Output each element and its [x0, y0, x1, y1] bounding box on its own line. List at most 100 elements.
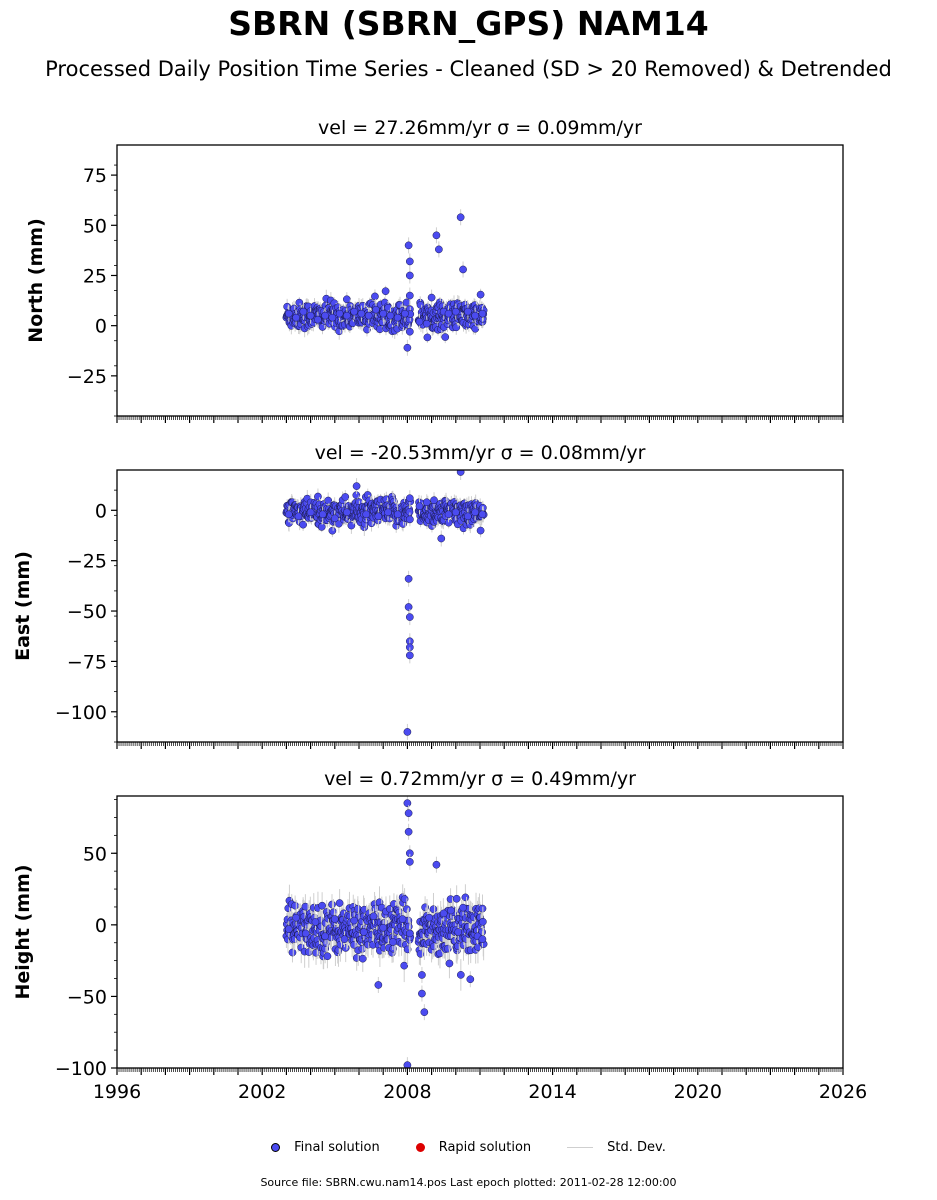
y-tick-label: 0 — [95, 500, 107, 522]
data-point — [418, 971, 426, 979]
panel-3: vel = 0.72mm/yr σ = 0.49mm/yr Height (mm)… — [12, 768, 867, 1103]
y-tick-label: 75 — [83, 165, 107, 187]
legend-item-rapid: Rapid solution — [415, 1140, 531, 1155]
y-tick-label: −50 — [67, 601, 107, 623]
y-tick-label: −100 — [55, 1058, 107, 1080]
data-point — [439, 909, 448, 918]
data-point — [347, 521, 356, 530]
data-point — [291, 901, 299, 910]
data-point — [328, 313, 337, 322]
y-axis-label: North (mm) — [25, 218, 47, 343]
data-point — [374, 512, 383, 521]
plot-area — [282, 470, 488, 740]
data-point — [427, 293, 436, 302]
data-point — [444, 510, 453, 519]
data-point — [340, 935, 349, 944]
data-point — [447, 906, 455, 915]
x-tick-label: 2002 — [238, 1081, 286, 1103]
data-point — [403, 728, 412, 736]
y-tick-label: 0 — [95, 316, 107, 338]
source-note: Source file: SBRN.cwu.nam14.pos Last epo… — [260, 1176, 677, 1189]
data-point — [364, 311, 373, 320]
data-point — [371, 292, 379, 301]
data-point — [405, 651, 414, 660]
panel-title: vel = 27.26mm/yr σ = 0.09mm/yr — [318, 117, 642, 139]
data-point — [299, 307, 308, 316]
data-point — [444, 944, 452, 953]
data-point — [343, 311, 351, 320]
y-tick-label: 0 — [95, 915, 107, 937]
data-point — [288, 948, 297, 957]
data-point — [404, 241, 413, 250]
data-point — [459, 265, 467, 274]
data-point — [437, 534, 446, 543]
data-point — [352, 482, 361, 490]
data-point — [343, 508, 351, 517]
data-point — [400, 961, 409, 970]
data-point — [359, 928, 368, 936]
data-point — [425, 913, 434, 922]
data-point — [314, 315, 322, 324]
data-point — [418, 989, 426, 998]
data-point — [454, 928, 463, 936]
data-point — [284, 925, 293, 933]
data-point — [478, 935, 487, 944]
data-point — [357, 309, 366, 318]
data-point — [405, 271, 414, 280]
x-tick-label: 2014 — [528, 1081, 576, 1103]
panel-2: vel = -20.53mm/yr σ = 0.08mm/yr East (mm)… — [12, 442, 844, 749]
legend-label-final: Final solution — [294, 1139, 380, 1155]
data-point — [350, 307, 359, 316]
data-point — [292, 913, 300, 922]
data-point — [471, 311, 480, 320]
data-point — [471, 324, 480, 333]
data-point — [342, 295, 351, 304]
data-point — [350, 916, 359, 925]
data-point — [341, 944, 350, 952]
data-point — [341, 493, 350, 501]
legend-label-stddev: Std. Dev. — [607, 1139, 666, 1155]
data-point — [466, 975, 475, 984]
data-point — [306, 311, 315, 320]
data-point — [432, 860, 441, 869]
data-point — [358, 954, 367, 963]
data-point — [324, 496, 333, 505]
y-tick-label: −50 — [67, 986, 107, 1008]
y-tick-label: 50 — [83, 843, 107, 865]
data-point — [432, 231, 441, 240]
data-point — [405, 291, 414, 300]
data-point — [451, 307, 460, 316]
data-point — [294, 512, 303, 521]
data-point — [404, 809, 413, 818]
data-point — [292, 313, 300, 322]
data-point — [374, 981, 383, 989]
data-point — [379, 309, 388, 318]
data-point — [372, 305, 380, 314]
data-point — [423, 333, 432, 342]
data-point — [318, 510, 327, 519]
data-point — [403, 343, 412, 352]
data-point — [456, 971, 465, 979]
y-axis-label: Height (mm) — [12, 864, 34, 999]
data-point — [405, 858, 414, 866]
data-point — [461, 893, 470, 902]
data-point — [415, 317, 424, 326]
data-point — [401, 309, 409, 318]
data-point — [451, 508, 460, 517]
data-point — [405, 327, 414, 336]
data-point — [404, 827, 413, 836]
panel-title: vel = -20.53mm/yr σ = 0.08mm/yr — [315, 442, 646, 464]
axes-frame — [116, 144, 844, 417]
data-point — [476, 290, 485, 299]
data-point — [386, 311, 395, 320]
y-tick-label: −100 — [55, 702, 107, 724]
data-point — [464, 512, 472, 521]
x-tick-label: 2026 — [819, 1081, 867, 1103]
y-tick-label: 25 — [83, 265, 107, 287]
data-point — [404, 603, 413, 611]
legend-item-stddev: Std. Dev. — [567, 1140, 666, 1155]
data-point — [435, 245, 443, 254]
data-point — [284, 510, 293, 519]
data-point — [416, 949, 425, 958]
